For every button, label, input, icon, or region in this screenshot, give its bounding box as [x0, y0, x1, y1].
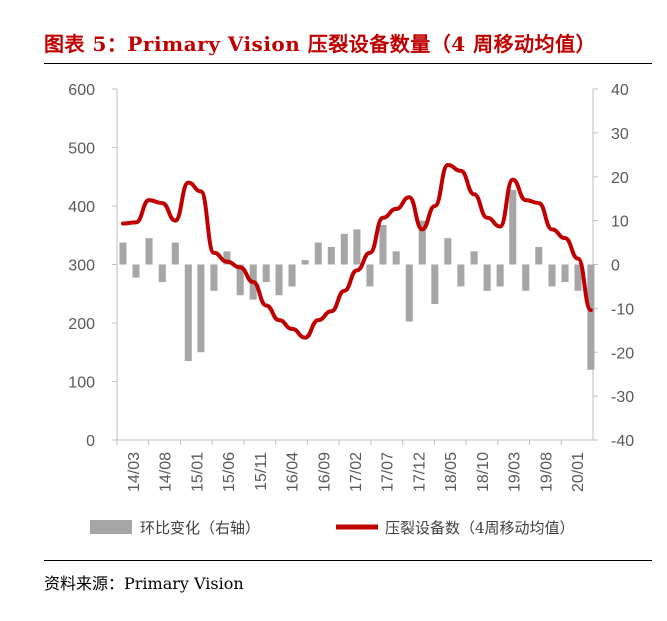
x-tick-label: 17/07: [380, 452, 397, 492]
bar: [392, 251, 400, 265]
right-tick-label: 0: [611, 258, 620, 275]
bar: [340, 233, 348, 265]
bar: [561, 264, 569, 283]
left-tick-label: 600: [68, 82, 95, 99]
legend-bar-label: 环比变化（右轴）: [140, 519, 260, 537]
right-tick-label: 10: [611, 214, 629, 231]
bar: [444, 238, 452, 265]
bar: [158, 264, 166, 283]
bar: [509, 189, 517, 265]
legend: 环比变化（右轴） 压裂设备数（4周移动均值）: [90, 519, 575, 537]
chart-title: 图表 5：Primary Vision 压裂设备数量（4 周移动均值）: [44, 32, 597, 56]
bar: [223, 251, 231, 265]
title-rule: [44, 63, 652, 64]
x-tick-label: 14/08: [158, 452, 175, 492]
bar: [548, 264, 556, 287]
bar: [483, 264, 491, 291]
right-tick-label: 20: [611, 170, 629, 187]
bar: [275, 264, 283, 296]
right-tick-label: -40: [611, 433, 634, 450]
bar: [496, 264, 504, 287]
line-series: [120, 163, 593, 340]
bar: [535, 246, 543, 265]
left-tick-label: 400: [68, 199, 95, 216]
bar: [301, 260, 309, 265]
right-tick-label: -10: [611, 301, 634, 318]
x-tick-label: 17/02: [348, 452, 365, 492]
x-tick-label: 15/01: [189, 452, 206, 492]
x-tick-label: 14/03: [126, 452, 143, 492]
bar: [574, 264, 582, 291]
right-tick-label: -30: [611, 389, 634, 406]
bar: [405, 264, 413, 322]
source-rule: [44, 560, 652, 561]
bar: [522, 264, 530, 291]
left-tick-label: 0: [86, 433, 95, 450]
bar: [587, 264, 595, 370]
bar: [262, 264, 270, 283]
x-tick-label: 15/11: [253, 452, 270, 491]
chart-axes: [112, 88, 598, 445]
bar: [288, 264, 296, 287]
bar: [353, 229, 361, 265]
bar: [366, 264, 374, 287]
x-tick-label: 16/04: [285, 452, 302, 492]
bar: [197, 264, 205, 353]
bar: [119, 242, 127, 265]
x-tick-label: 19/03: [507, 452, 524, 492]
x-tick-label: 19/08: [538, 452, 555, 492]
bar: [327, 246, 335, 265]
left-tick-label: 100: [68, 375, 95, 392]
bar: [431, 264, 439, 304]
right-tick-label: -20: [611, 345, 634, 362]
bar-series: [119, 189, 595, 370]
bar: [379, 225, 387, 265]
tick-labels: 0 100 200 300 400 500 600 -40 -30 -20 -10 0 10 20 30 40…: [68, 82, 634, 492]
x-tick-label: 15/06: [221, 452, 238, 492]
legend-bar-swatch: [90, 520, 132, 534]
right-tick-label: 40: [611, 82, 629, 99]
bar: [457, 264, 465, 287]
bar: [145, 238, 153, 265]
x-tick-label: 17/12: [411, 452, 428, 492]
left-tick-label: 200: [68, 316, 95, 333]
bar: [210, 264, 218, 291]
bar: [470, 251, 478, 265]
bar: [236, 264, 244, 296]
left-tick-label: 500: [68, 141, 95, 158]
right-tick-label: 30: [611, 126, 629, 143]
legend-line-label: 压裂设备数（4周移动均值）: [385, 519, 575, 537]
left-tick-label: 300: [68, 258, 95, 275]
x-tick-label: 20/01: [570, 452, 587, 492]
x-tick-label: 18/05: [443, 452, 460, 492]
bar: [418, 220, 426, 265]
bar: [184, 264, 192, 362]
bar: [314, 242, 322, 265]
x-tick-label: 18/10: [475, 452, 492, 492]
bar: [171, 242, 179, 265]
x-tick-label: 16/09: [316, 452, 333, 492]
source-note: 资料来源：Primary Vision: [44, 574, 244, 593]
bar: [132, 264, 140, 278]
